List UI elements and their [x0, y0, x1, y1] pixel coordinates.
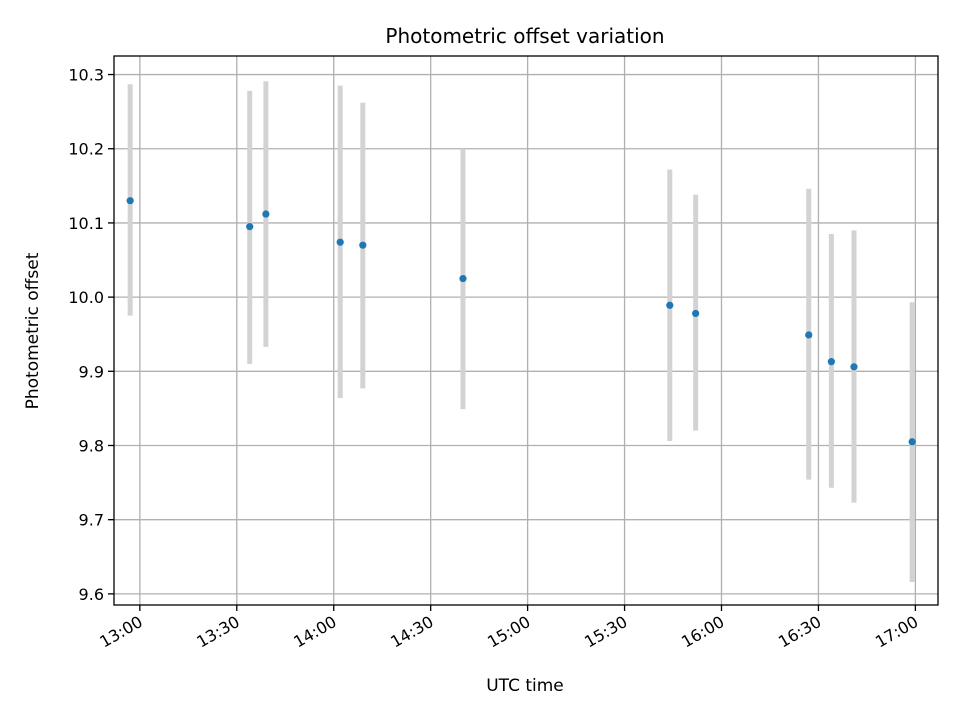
data-point	[359, 241, 367, 249]
plot-frame	[113, 55, 939, 606]
data-point	[692, 309, 700, 318]
y-axis-title: Photometric offset	[23, 252, 43, 409]
x-axis-title: UTC time	[486, 676, 564, 696]
y-axis: 9.6 9.7 9.8 9.9 10.0 10.1 10.2 10.3	[68, 66, 114, 604]
y-tick-label: 10.3	[68, 66, 104, 85]
data-point	[336, 238, 344, 246]
data-point	[246, 223, 254, 231]
data-point	[805, 331, 813, 339]
y-tick-label: 9.6	[79, 585, 104, 604]
y-tick-label: 9.8	[79, 436, 104, 455]
y-tick-label: 10.1	[68, 214, 104, 233]
data-point	[459, 274, 467, 283]
data-point	[850, 363, 858, 371]
grid	[114, 56, 938, 605]
data-point	[126, 197, 134, 205]
y-tick-label: 10.0	[68, 288, 104, 307]
chart-title: Photometric offset variation	[385, 24, 664, 48]
data-point	[666, 301, 674, 309]
data-points	[126, 197, 916, 446]
y-tick-label: 10.2	[68, 140, 104, 159]
data-point	[908, 438, 916, 446]
data-point	[262, 210, 270, 218]
plot-area	[114, 56, 938, 605]
y-tick-label: 9.7	[79, 511, 104, 530]
y-tick-label: 9.9	[79, 362, 104, 381]
data-point	[827, 358, 835, 366]
